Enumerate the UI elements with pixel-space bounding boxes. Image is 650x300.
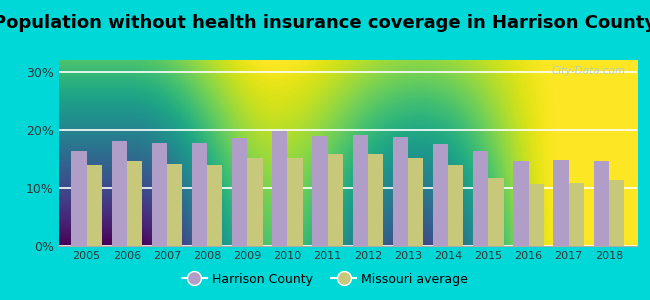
Bar xyxy=(167,164,182,246)
Bar xyxy=(393,137,408,246)
Bar xyxy=(488,178,504,246)
Bar xyxy=(127,160,142,246)
Bar xyxy=(433,144,448,246)
Bar xyxy=(207,165,222,246)
Bar xyxy=(473,151,488,246)
Bar xyxy=(528,184,544,246)
Bar xyxy=(313,136,328,246)
Bar xyxy=(408,158,423,246)
Text: City-Data.com: City-Data.com xyxy=(551,66,625,76)
Bar xyxy=(287,158,303,246)
Bar xyxy=(609,180,624,246)
Bar xyxy=(192,143,207,246)
Bar xyxy=(272,131,287,246)
Bar xyxy=(72,151,86,246)
Bar xyxy=(86,165,102,246)
Bar xyxy=(232,139,247,246)
Bar xyxy=(569,183,584,246)
Bar xyxy=(448,165,463,246)
Bar xyxy=(151,142,167,246)
Bar xyxy=(368,154,383,246)
Bar xyxy=(247,158,263,246)
Bar xyxy=(352,135,368,246)
Legend: Harrison County, Missouri average: Harrison County, Missouri average xyxy=(177,268,473,291)
Bar xyxy=(328,154,343,246)
Bar xyxy=(112,141,127,246)
Bar xyxy=(514,160,528,246)
Bar xyxy=(553,160,569,246)
Bar xyxy=(593,161,609,246)
Text: Population without health insurance coverage in Harrison County: Population without health insurance cove… xyxy=(0,14,650,32)
